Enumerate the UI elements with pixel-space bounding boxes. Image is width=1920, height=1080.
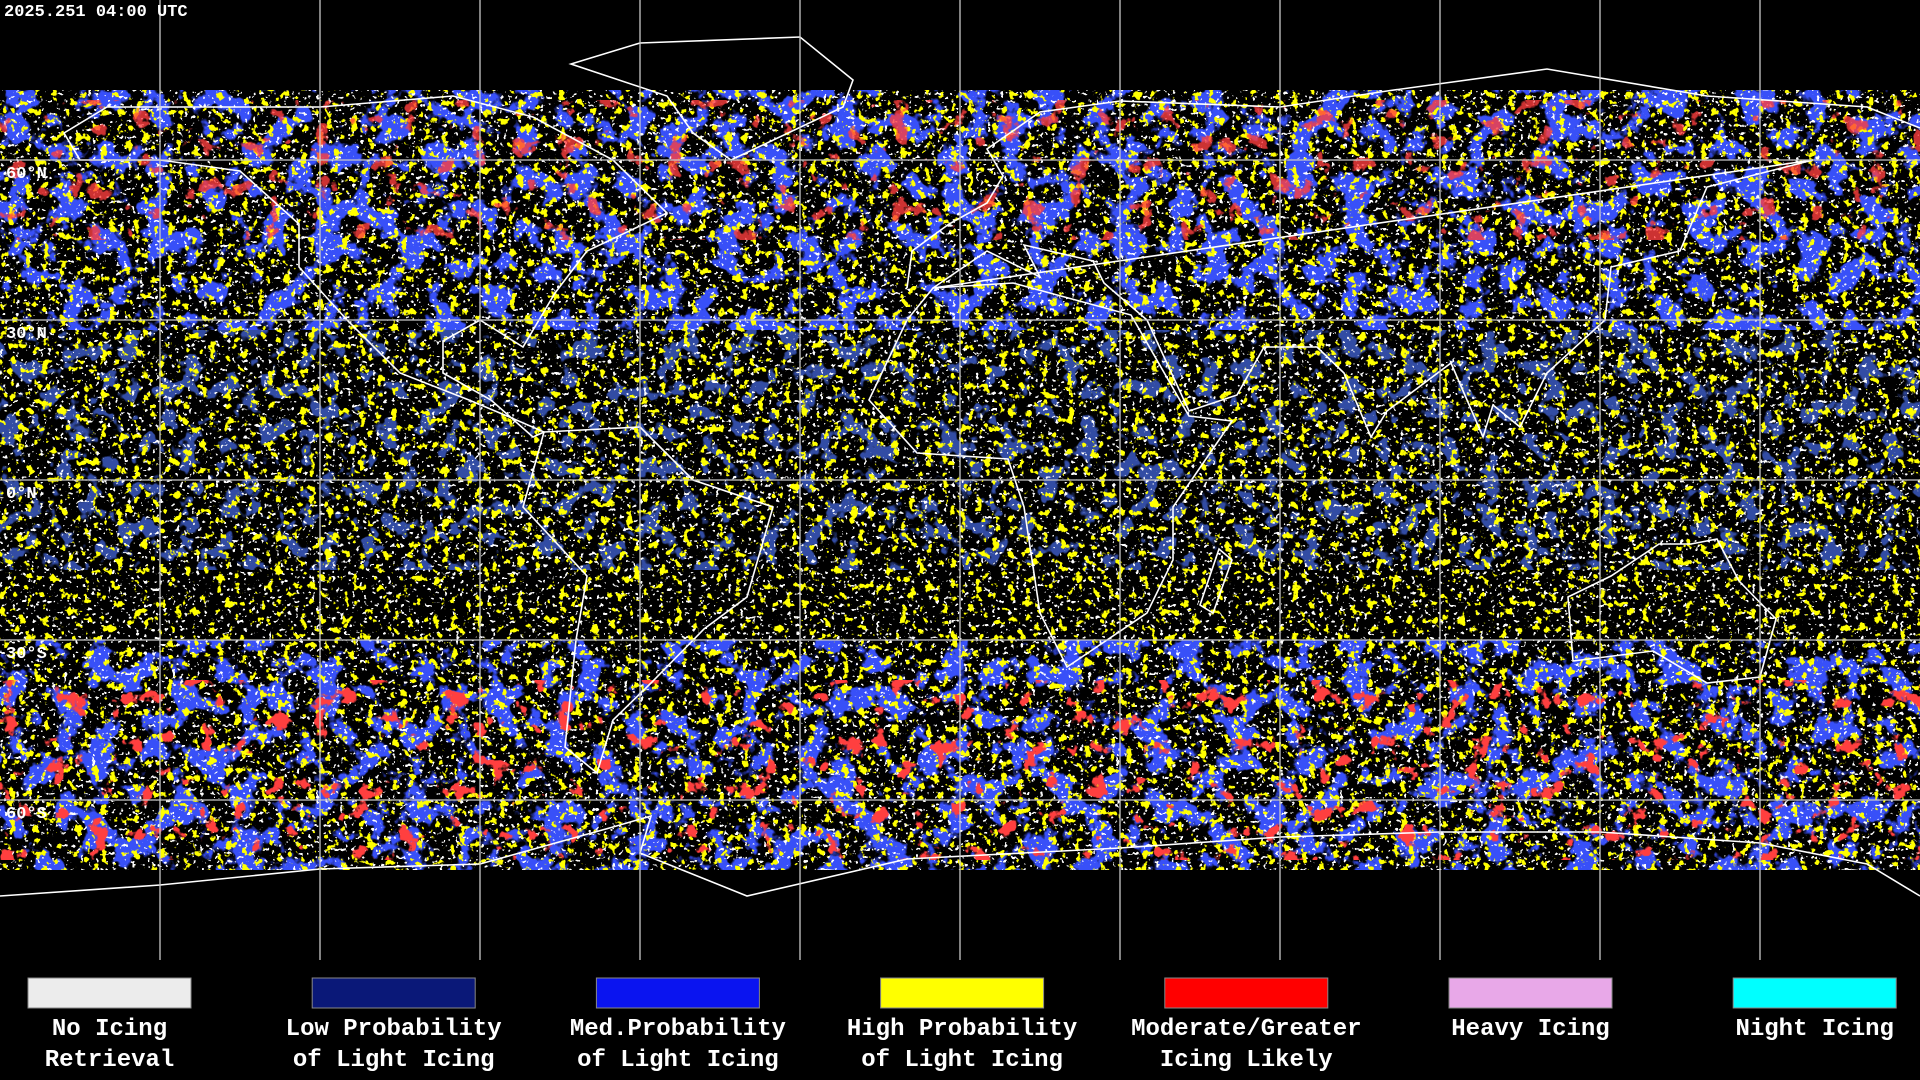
legend-label: of Light Icing [861, 1047, 1063, 1074]
latitude-label: 30°S [6, 645, 47, 664]
graticule [0, 0, 1920, 960]
latitude-label: 30°N [6, 325, 47, 344]
latitude-label: 60°N [6, 165, 47, 184]
legend-swatch [1732, 977, 1897, 1009]
legend-swatch [1164, 977, 1329, 1009]
legend-label: Med.Probability [570, 1016, 786, 1043]
south-america [522, 426, 774, 775]
legend-label: Retrieval [45, 1047, 175, 1074]
legend: No Icing Retrieval Low Probability of Light… [27, 977, 1897, 1074]
legend-label: Icing Likely [1160, 1047, 1333, 1074]
legend-label: Moderate/Greater [1131, 1016, 1361, 1043]
africa [868, 282, 1234, 669]
legend-label: Low Probability [286, 1016, 502, 1043]
antarctica [0, 814, 1920, 897]
legend-label: High Probability [847, 1016, 1077, 1043]
latitude-labels: 60°N 30°N 0°N 30°S 60°S [6, 165, 47, 824]
greenland [568, 36, 854, 161]
legend-swatch [880, 977, 1045, 1009]
legend-swatch [1448, 977, 1613, 1009]
australia [1567, 538, 1777, 684]
latitude-label: 0°N [6, 485, 37, 504]
legend-label: Heavy Icing [1451, 1016, 1609, 1043]
latitude-label: 60°S [6, 805, 47, 824]
coastlines [0, 36, 1920, 897]
timestamp: 2025.251 04:00 UTC [4, 3, 188, 22]
legend-label: of Light Icing [577, 1047, 779, 1074]
legend-label: of Light Icing [293, 1047, 495, 1074]
legend-label: Night Icing [1735, 1016, 1893, 1043]
legend-label: No Icing [52, 1016, 167, 1043]
legend-swatch [311, 977, 476, 1009]
madagascar [1199, 547, 1233, 615]
legend-swatch [595, 977, 760, 1009]
legend-swatch [27, 977, 192, 1009]
